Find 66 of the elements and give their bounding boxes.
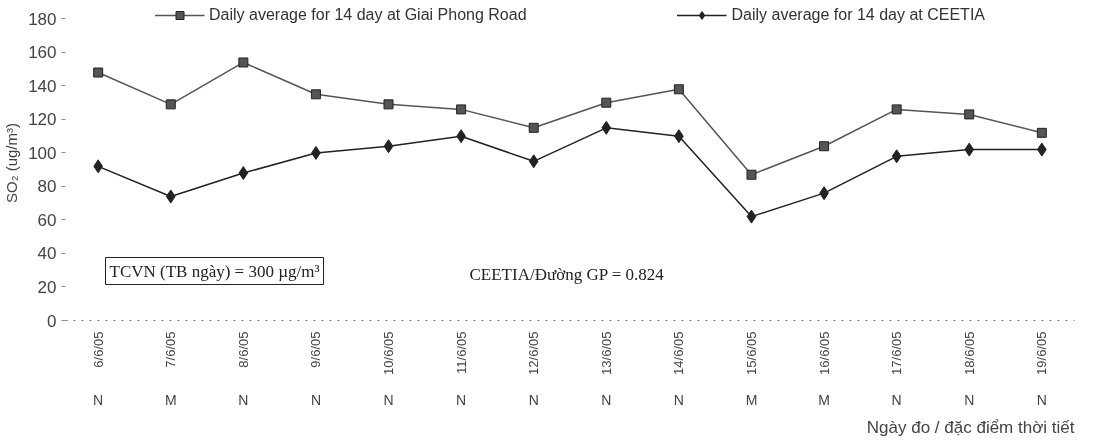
point: [238, 166, 249, 181]
x-tick-label: 10/6/05: [381, 331, 397, 375]
point: [528, 122, 539, 133]
x-tick-label: 7/6/05: [163, 331, 179, 368]
y-tick-label: 180: [28, 9, 57, 29]
text: N: [964, 391, 975, 408]
annotation: CEETIA/Đường GP = 0.824: [469, 264, 665, 284]
x-tick-label: 9/6/05: [308, 331, 324, 368]
text: N: [456, 391, 467, 408]
point: [891, 104, 902, 115]
text: M: [818, 391, 830, 408]
y-tick-label: 40: [37, 244, 57, 264]
point: [456, 104, 467, 115]
text: N: [310, 391, 322, 408]
point: [746, 209, 757, 224]
x-tick-label: 12/6/05: [526, 331, 542, 375]
y-tick-label: 20: [37, 277, 57, 297]
point: [528, 154, 539, 169]
x-tick-label: 19/6/05: [1034, 331, 1050, 375]
y-tick-label: 120: [28, 110, 57, 130]
x-tick-label: 6/6/05: [90, 331, 106, 368]
y-tick-label: 100: [28, 143, 57, 163]
point: [673, 84, 684, 95]
y-tick-label: 80: [37, 177, 57, 197]
point: [165, 189, 176, 204]
x-tick-label: 15/6/05: [743, 331, 759, 375]
text: M: [745, 391, 758, 408]
x-tick-label: 18/6/05: [961, 331, 977, 375]
text: N: [673, 391, 684, 408]
point: [819, 141, 830, 152]
y-axis-title: SO₂ (ug/m³): [3, 123, 21, 203]
point: [383, 139, 394, 154]
legend-label: Daily average for 14 day at CEETIA: [731, 6, 985, 24]
point: [964, 109, 975, 120]
annotation: TCVN (TB ngày) = 300 µg/m³: [109, 261, 320, 281]
point: [1036, 127, 1047, 138]
y-tick-label: 0: [47, 311, 57, 331]
point: [746, 169, 757, 180]
text: M: [164, 391, 177, 408]
legend-label: Daily average for 14 day at Giai Phong Road: [209, 6, 527, 24]
y-tick-label: 140: [28, 76, 57, 96]
x-tick-label: 16/6/05: [816, 331, 832, 375]
x-tick-label: 8/6/05: [235, 331, 251, 368]
x-tick-label: 11/6/05: [453, 331, 469, 374]
x-axis-title: Ngày đo / đặc điểm thời tiết: [866, 417, 1075, 437]
point: [601, 97, 612, 108]
text: N: [93, 391, 104, 408]
point: [964, 142, 975, 157]
y-tick-label: 160: [28, 43, 57, 63]
x-tick-label: 17/6/05: [889, 331, 905, 375]
text: N: [528, 391, 539, 408]
point: [383, 99, 394, 110]
text: N: [891, 391, 902, 408]
point: [310, 89, 321, 100]
point: [93, 67, 104, 78]
text: N: [383, 391, 394, 408]
point: [238, 57, 249, 68]
x-tick-label: 14/6/05: [671, 331, 687, 375]
text: N: [238, 391, 249, 408]
x-tick-label: 13/6/05: [598, 331, 614, 375]
y-tick-label: 60: [37, 210, 57, 230]
text: N: [601, 391, 612, 408]
point: [165, 99, 176, 110]
point: [601, 120, 612, 135]
point: [891, 149, 902, 164]
text: N: [1036, 391, 1047, 408]
